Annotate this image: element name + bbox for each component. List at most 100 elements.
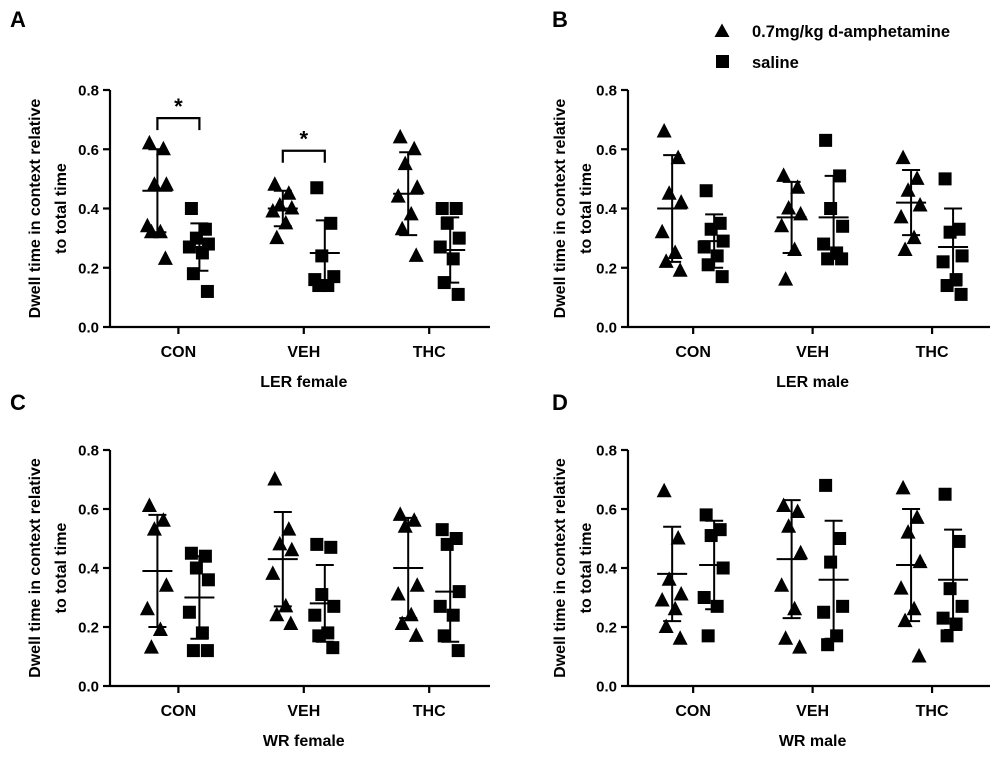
data-point-square bbox=[310, 537, 324, 551]
data-point-square bbox=[200, 284, 214, 298]
data-point-triangle bbox=[906, 229, 922, 245]
data-point-triangle bbox=[397, 155, 413, 171]
y-tick-label: 0.6 bbox=[78, 142, 99, 159]
data-point-square bbox=[701, 258, 715, 272]
panel-a: A 0.0 0.2 0.4 0.6 0.8 CON VEH THC LER female Dwell… bbox=[10, 7, 490, 391]
data-point-triangle bbox=[774, 217, 790, 233]
x-tick-label: THC bbox=[916, 703, 949, 720]
data-point-triangle bbox=[793, 544, 809, 560]
data-point-triangle bbox=[158, 176, 174, 191]
data-point-square bbox=[701, 629, 715, 643]
data-point-triangle bbox=[658, 253, 674, 268]
data-point-square bbox=[836, 219, 850, 233]
data-point-triangle bbox=[670, 530, 686, 545]
data-point-square bbox=[833, 532, 847, 545]
data-point-triangle bbox=[409, 179, 425, 194]
data-point-square bbox=[312, 629, 326, 643]
y-tick-label: 0.2 bbox=[78, 620, 99, 637]
data-point-triangle bbox=[654, 591, 670, 607]
data-point-square bbox=[943, 225, 957, 239]
data-point-triangle bbox=[895, 149, 911, 165]
y-axis-title-line1: Dwell time in context relative bbox=[27, 458, 44, 678]
data-point-square bbox=[449, 202, 463, 215]
y-tick-label: 0.4 bbox=[78, 201, 100, 218]
y-tick-label: 0.2 bbox=[596, 260, 617, 277]
y-axis-title-line1: Dwell time in context relative bbox=[552, 99, 569, 319]
data-point-triangle bbox=[269, 606, 285, 622]
data-point-square bbox=[446, 608, 460, 622]
data-point-square bbox=[697, 240, 711, 254]
data-point-triangle bbox=[790, 503, 806, 518]
data-point-triangle bbox=[667, 244, 683, 259]
legend-marker-square bbox=[716, 55, 729, 68]
data-point-square bbox=[817, 237, 831, 251]
x-tick-label: VEH bbox=[796, 344, 829, 361]
data-point-triangle bbox=[409, 577, 425, 592]
data-point-square bbox=[716, 561, 730, 575]
data-point-triangle bbox=[267, 176, 283, 191]
y-tick-label: 0.4 bbox=[596, 561, 618, 578]
data-point-square bbox=[324, 216, 338, 230]
y-tick-label: 0.6 bbox=[596, 142, 617, 159]
data-point-triangle bbox=[155, 512, 171, 527]
data-point-triangle bbox=[283, 615, 299, 631]
x-tick-label: CON bbox=[675, 703, 711, 720]
data-point-triangle bbox=[143, 223, 159, 239]
data-point-triangle bbox=[673, 194, 689, 209]
y-axis-title-line2: to total time bbox=[53, 163, 70, 254]
data-point-square bbox=[326, 641, 340, 655]
legend-label-amphetamine: 0.7mg/kg d-amphetamine bbox=[752, 23, 950, 41]
data-point-square bbox=[451, 644, 465, 658]
data-point-square bbox=[324, 540, 338, 554]
x-axis-title: WR male bbox=[779, 733, 847, 750]
y-axis-title-line2: to total time bbox=[578, 163, 595, 254]
data-point-triangle bbox=[787, 600, 803, 616]
legend-label-saline: saline bbox=[752, 54, 799, 72]
data-point-square bbox=[819, 133, 833, 147]
x-tick-label: THC bbox=[916, 344, 949, 361]
data-point-square bbox=[201, 573, 215, 587]
data-point-square bbox=[824, 202, 838, 215]
data-point-square bbox=[315, 588, 329, 602]
y-tick-label: 0.6 bbox=[78, 502, 99, 519]
data-point-square bbox=[433, 240, 447, 254]
data-point-triangle bbox=[893, 580, 909, 595]
data-point-square bbox=[955, 249, 969, 263]
data-point-triangle bbox=[265, 565, 281, 580]
data-point-triangle bbox=[900, 524, 916, 539]
x-tick-label: VEH bbox=[796, 703, 829, 720]
data-point-triangle bbox=[155, 140, 171, 156]
data-point-square bbox=[704, 222, 718, 236]
data-point-triangle bbox=[284, 541, 300, 557]
data-point-triangle bbox=[394, 220, 410, 236]
y-axis-title-line1: Dwell time in context relative bbox=[552, 458, 569, 678]
data-point-triangle bbox=[157, 250, 173, 265]
y-tick-label: 0.6 bbox=[596, 502, 617, 519]
panel-label: C bbox=[10, 390, 26, 415]
data-point-triangle bbox=[667, 600, 683, 616]
data-point-triangle bbox=[790, 179, 806, 194]
data-point-triangle bbox=[654, 223, 670, 239]
data-point-square bbox=[184, 546, 198, 560]
data-point-triangle bbox=[776, 497, 792, 513]
data-point-triangle bbox=[403, 205, 419, 221]
y-tick-label: 0.0 bbox=[78, 679, 99, 696]
data-point-square bbox=[710, 599, 724, 613]
data-point-square bbox=[433, 599, 447, 613]
panel-label: B bbox=[552, 7, 568, 32]
data-point-square bbox=[936, 255, 950, 269]
data-point-square bbox=[699, 508, 713, 522]
y-tick-label: 0.4 bbox=[596, 201, 618, 218]
data-point-triangle bbox=[909, 509, 925, 524]
data-point-triangle bbox=[143, 639, 159, 654]
significance-bracket bbox=[156, 117, 201, 131]
data-point-triangle bbox=[267, 471, 283, 486]
data-point-square bbox=[310, 181, 324, 195]
data-point-triangle bbox=[911, 648, 927, 663]
x-axis-title: WR female bbox=[263, 733, 345, 750]
data-point-triangle bbox=[893, 208, 909, 224]
data-point-square bbox=[186, 267, 200, 281]
data-point-square bbox=[936, 611, 950, 625]
data-point-triangle bbox=[408, 627, 424, 642]
y-tick-label: 0.8 bbox=[596, 83, 617, 100]
